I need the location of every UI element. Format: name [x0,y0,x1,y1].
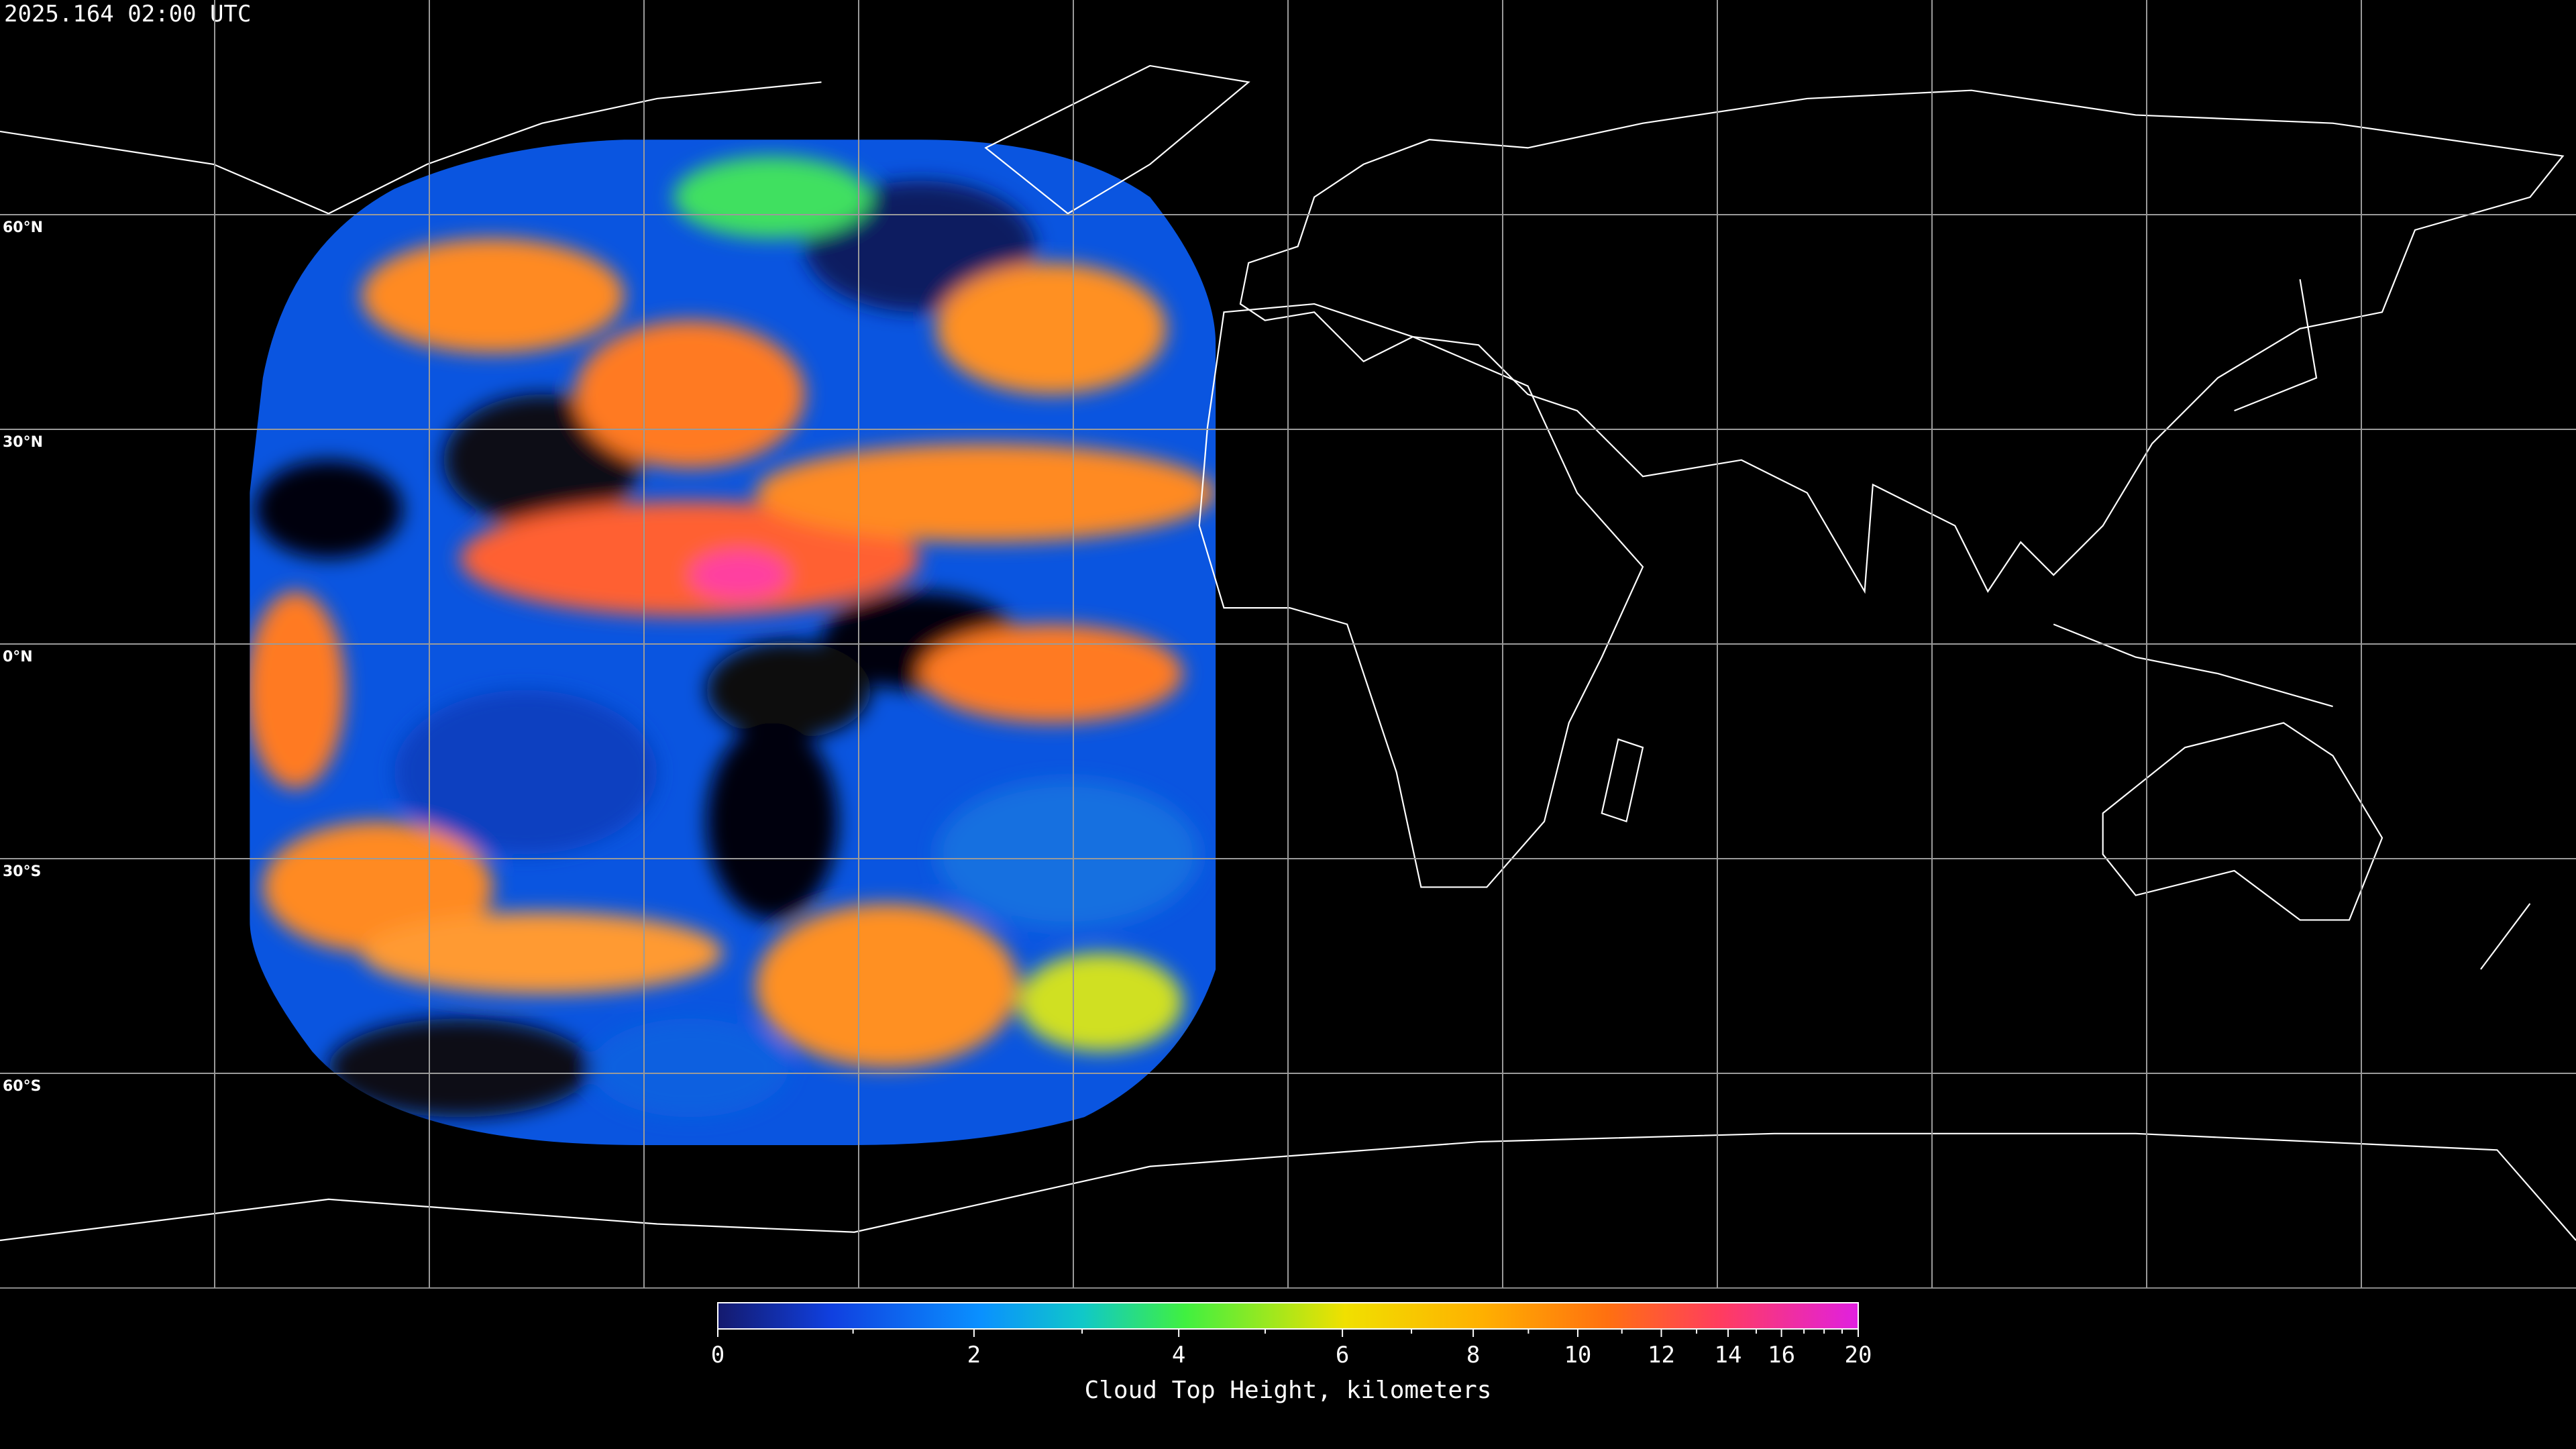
coastline [0,81,822,215]
coastline [2053,623,2333,708]
colorbar-tick-label: 16 [1768,1342,1795,1368]
colorbar-tick-label: 12 [1648,1342,1675,1368]
colorbar-label: Cloud Top Height, kilometers [1085,1377,1492,1404]
parallel-label: 30°S [3,863,41,880]
parallel-label: 0°N [3,649,33,665]
colorbar-tick-label: 6 [1336,1342,1349,1368]
parallel-label: 60°N [3,219,43,236]
colorbar-tick-label: 8 [1466,1342,1480,1368]
colorbar-tick-label: 0 [711,1342,724,1368]
colorbar-tick-label: 2 [967,1342,981,1368]
coastline [1198,303,1644,888]
parallel-label: 30°N [3,434,43,451]
parallel-label: 60°S [3,1078,41,1095]
coastline [984,64,1250,215]
coastline [2480,903,2531,970]
colorbar-tick-label: 14 [1715,1342,1742,1368]
coastline [0,1132,2576,1242]
colorbar-tick-label: 10 [1564,1342,1591,1368]
timestamp: 2025.164 02:00 UTC [4,1,251,28]
coastline [2102,722,2383,921]
colorbar [717,1302,1859,1330]
coastline [2234,279,2318,412]
satellite-image [250,140,1216,1145]
coastline [1239,89,2565,594]
coastlines [0,64,2576,1242]
coastline [1601,738,1644,822]
colorbar-tick-label: 20 [1845,1342,1872,1368]
colorbar-tick-label: 4 [1172,1342,1185,1368]
map-layer [0,64,2576,1242]
